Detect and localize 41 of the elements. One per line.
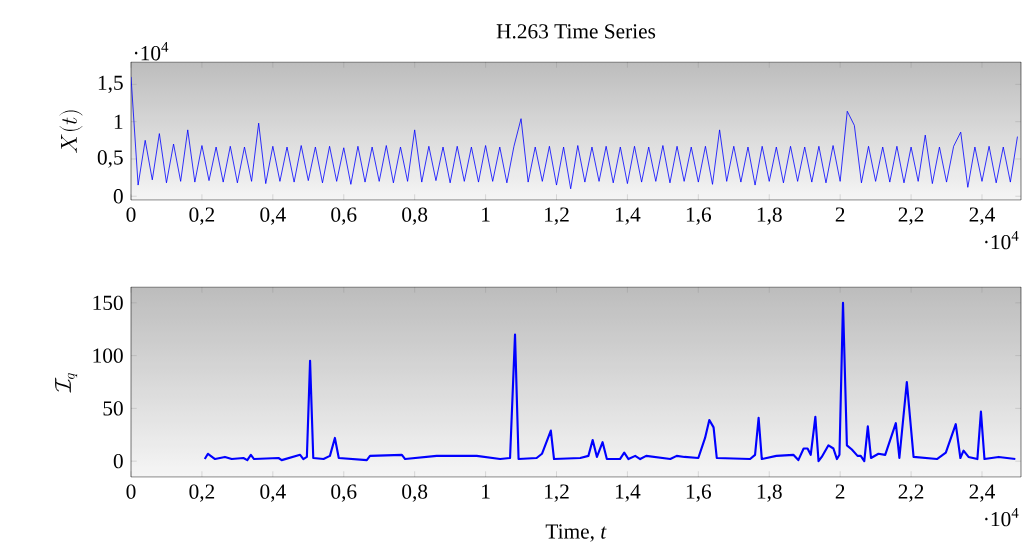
x-tick-label: 1,6 xyxy=(686,484,712,502)
y-tick-label: 0 xyxy=(113,453,123,469)
x-tick-label: 0,4 xyxy=(260,484,286,502)
x-tick-label: 1,2 xyxy=(545,207,569,225)
x-tick-label: 1,2 xyxy=(545,484,569,502)
chart-title: H.263 Time Series xyxy=(496,24,656,39)
x-tick-label: 0,6 xyxy=(331,207,357,225)
text: ·10$^{4}$ xyxy=(985,507,1019,527)
y-tick-label: 1,5 xyxy=(98,75,123,94)
x-tick-label: 2,2 xyxy=(898,484,924,502)
x-tick-label: 1,4 xyxy=(615,484,641,502)
y-axis-title: $X(t)$ xyxy=(59,110,83,153)
x-tick-label: 0,2 xyxy=(189,207,215,225)
x-tick-label: 0,4 xyxy=(260,207,286,225)
x-tick-label: 2,2 xyxy=(898,207,924,225)
x-tick-label: 0 xyxy=(126,207,136,222)
x-tick-label: 2 xyxy=(835,484,845,499)
x-tick-label: 1,4 xyxy=(615,207,641,225)
x-axis-title: Time, t xyxy=(545,524,607,542)
y-tick-label: 100 xyxy=(93,348,123,363)
y-tick-label: 50 xyxy=(103,401,123,416)
text: ·10$^{4}$ xyxy=(985,230,1019,250)
y-axis-title: $\mathcal{I}_q$ xyxy=(55,372,78,393)
x-tick-label: 1,8 xyxy=(757,207,782,225)
x-tick-label: 0 xyxy=(126,484,136,499)
x-tick-label: 0,8 xyxy=(402,207,428,225)
x-tick-label: 2,4 xyxy=(969,207,995,225)
y-tick-label: 0 xyxy=(113,189,123,204)
x-tick-label: 2,4 xyxy=(969,484,995,502)
x-tick-label: 1 xyxy=(482,484,490,499)
x-tick-label: 1 xyxy=(482,207,490,222)
y-tick-label: 1 xyxy=(114,114,123,129)
x-tick-label: 2 xyxy=(835,207,845,222)
x-tick-label: 0,2 xyxy=(189,484,215,502)
x-tick-label: 1,8 xyxy=(757,484,782,502)
y-tick-label: 0,5 xyxy=(97,150,123,168)
x-tick-label: 1,6 xyxy=(686,207,712,225)
text: ·10$^{4}$ xyxy=(134,42,169,61)
x-tick-label: 0,6 xyxy=(331,484,357,502)
y-tick-label: 150 xyxy=(93,295,123,311)
x-tick-label: 0,8 xyxy=(402,484,428,502)
